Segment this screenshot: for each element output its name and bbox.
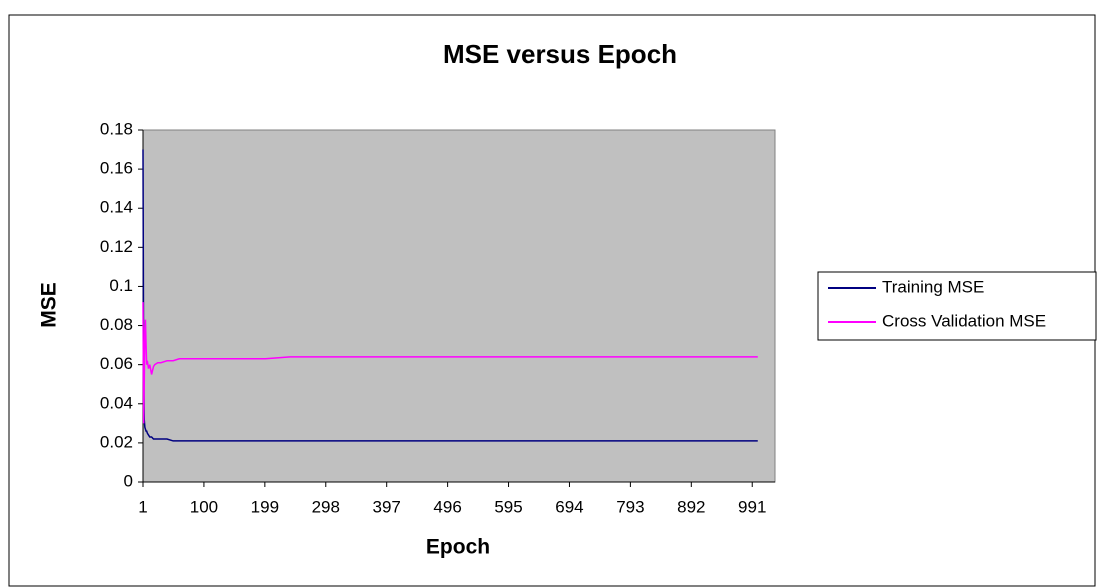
y-tick-label: 0.08 [100, 315, 133, 334]
x-tick-label: 991 [738, 497, 766, 516]
y-tick-label: 0.14 [100, 198, 133, 217]
legend [817, 271, 1097, 341]
line [142, 149, 758, 442]
y-tick-label: 0.1 [109, 276, 133, 295]
x-tick-label: 694 [555, 497, 583, 516]
legend-label: Cross Validation MSE [882, 311, 1046, 330]
x-tick-label: 298 [312, 497, 340, 516]
y-tick-label: 0.16 [100, 159, 133, 178]
x-tick-label: 1 [138, 497, 147, 516]
plot-area [142, 129, 776, 483]
y-tick-label: 0.18 [100, 119, 133, 138]
x-tick-label: 100 [190, 497, 218, 516]
x-axis-label: Epoch [426, 536, 490, 559]
x-tick-label: 595 [494, 497, 522, 516]
x-tick-label: 793 [616, 497, 644, 516]
x-tick-label: 397 [373, 497, 401, 516]
y-tick-label: 0 [124, 471, 133, 490]
chart-title: MSE versus Epoch [443, 39, 677, 69]
x-tick-label: 892 [677, 497, 705, 516]
y-tick-label: 0.12 [100, 237, 133, 256]
line [142, 302, 758, 424]
legend-label: Training MSE [882, 277, 984, 296]
y-tick-label: 0.04 [100, 393, 133, 412]
y-tick-label: 0.02 [100, 432, 133, 451]
y-axis-label: MSE [38, 282, 61, 328]
x-tick-label: 496 [433, 497, 461, 516]
x-tick-label: 199 [251, 497, 279, 516]
y-tick-label: 0.06 [100, 354, 133, 373]
